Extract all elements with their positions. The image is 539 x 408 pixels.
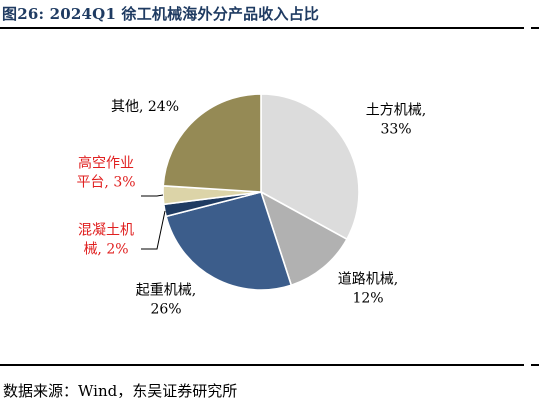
pie-slice-2 [259,190,348,287]
top-rule [0,27,524,29]
slice-label-1-line-2: 33% [380,122,411,138]
bottom-rule-stub [531,364,539,366]
leader-line-5 [141,194,164,197]
top-rule-stub [531,27,539,29]
slice-label-1-line-1: 土方机械, [366,103,426,119]
slice-label-3-line-2: 26% [150,302,181,318]
leader-line-4 [141,210,166,250]
leader-lines [141,194,166,250]
source-note: 数据来源：Wind，东吴证券研究所 [3,382,238,400]
slice-label-5-line-1: 高空作业 [78,155,134,172]
slice-label-4-line-2: 械, 2% [83,242,128,258]
pie-slice-6 [162,93,262,193]
slice-label-3-line-1: 起重机械, [136,283,196,299]
pie-slices [162,93,360,291]
slice-label-2-line-2: 12% [352,291,383,307]
slice-label-5-line-2: 平台, 3% [76,175,135,191]
bottom-rule [0,364,524,366]
slice-label-4-line-1: 混凝土机 [78,223,134,239]
figure-title: 图26: 2024Q1 徐工机械海外分产品收入占比 [2,5,320,23]
slice-label-6-line-1: 其他, 24% [111,99,179,115]
pie-slice-3 [165,191,293,291]
slice-label-2-line-1: 道路机械, [338,272,398,288]
pie-slice-1 [260,93,360,241]
